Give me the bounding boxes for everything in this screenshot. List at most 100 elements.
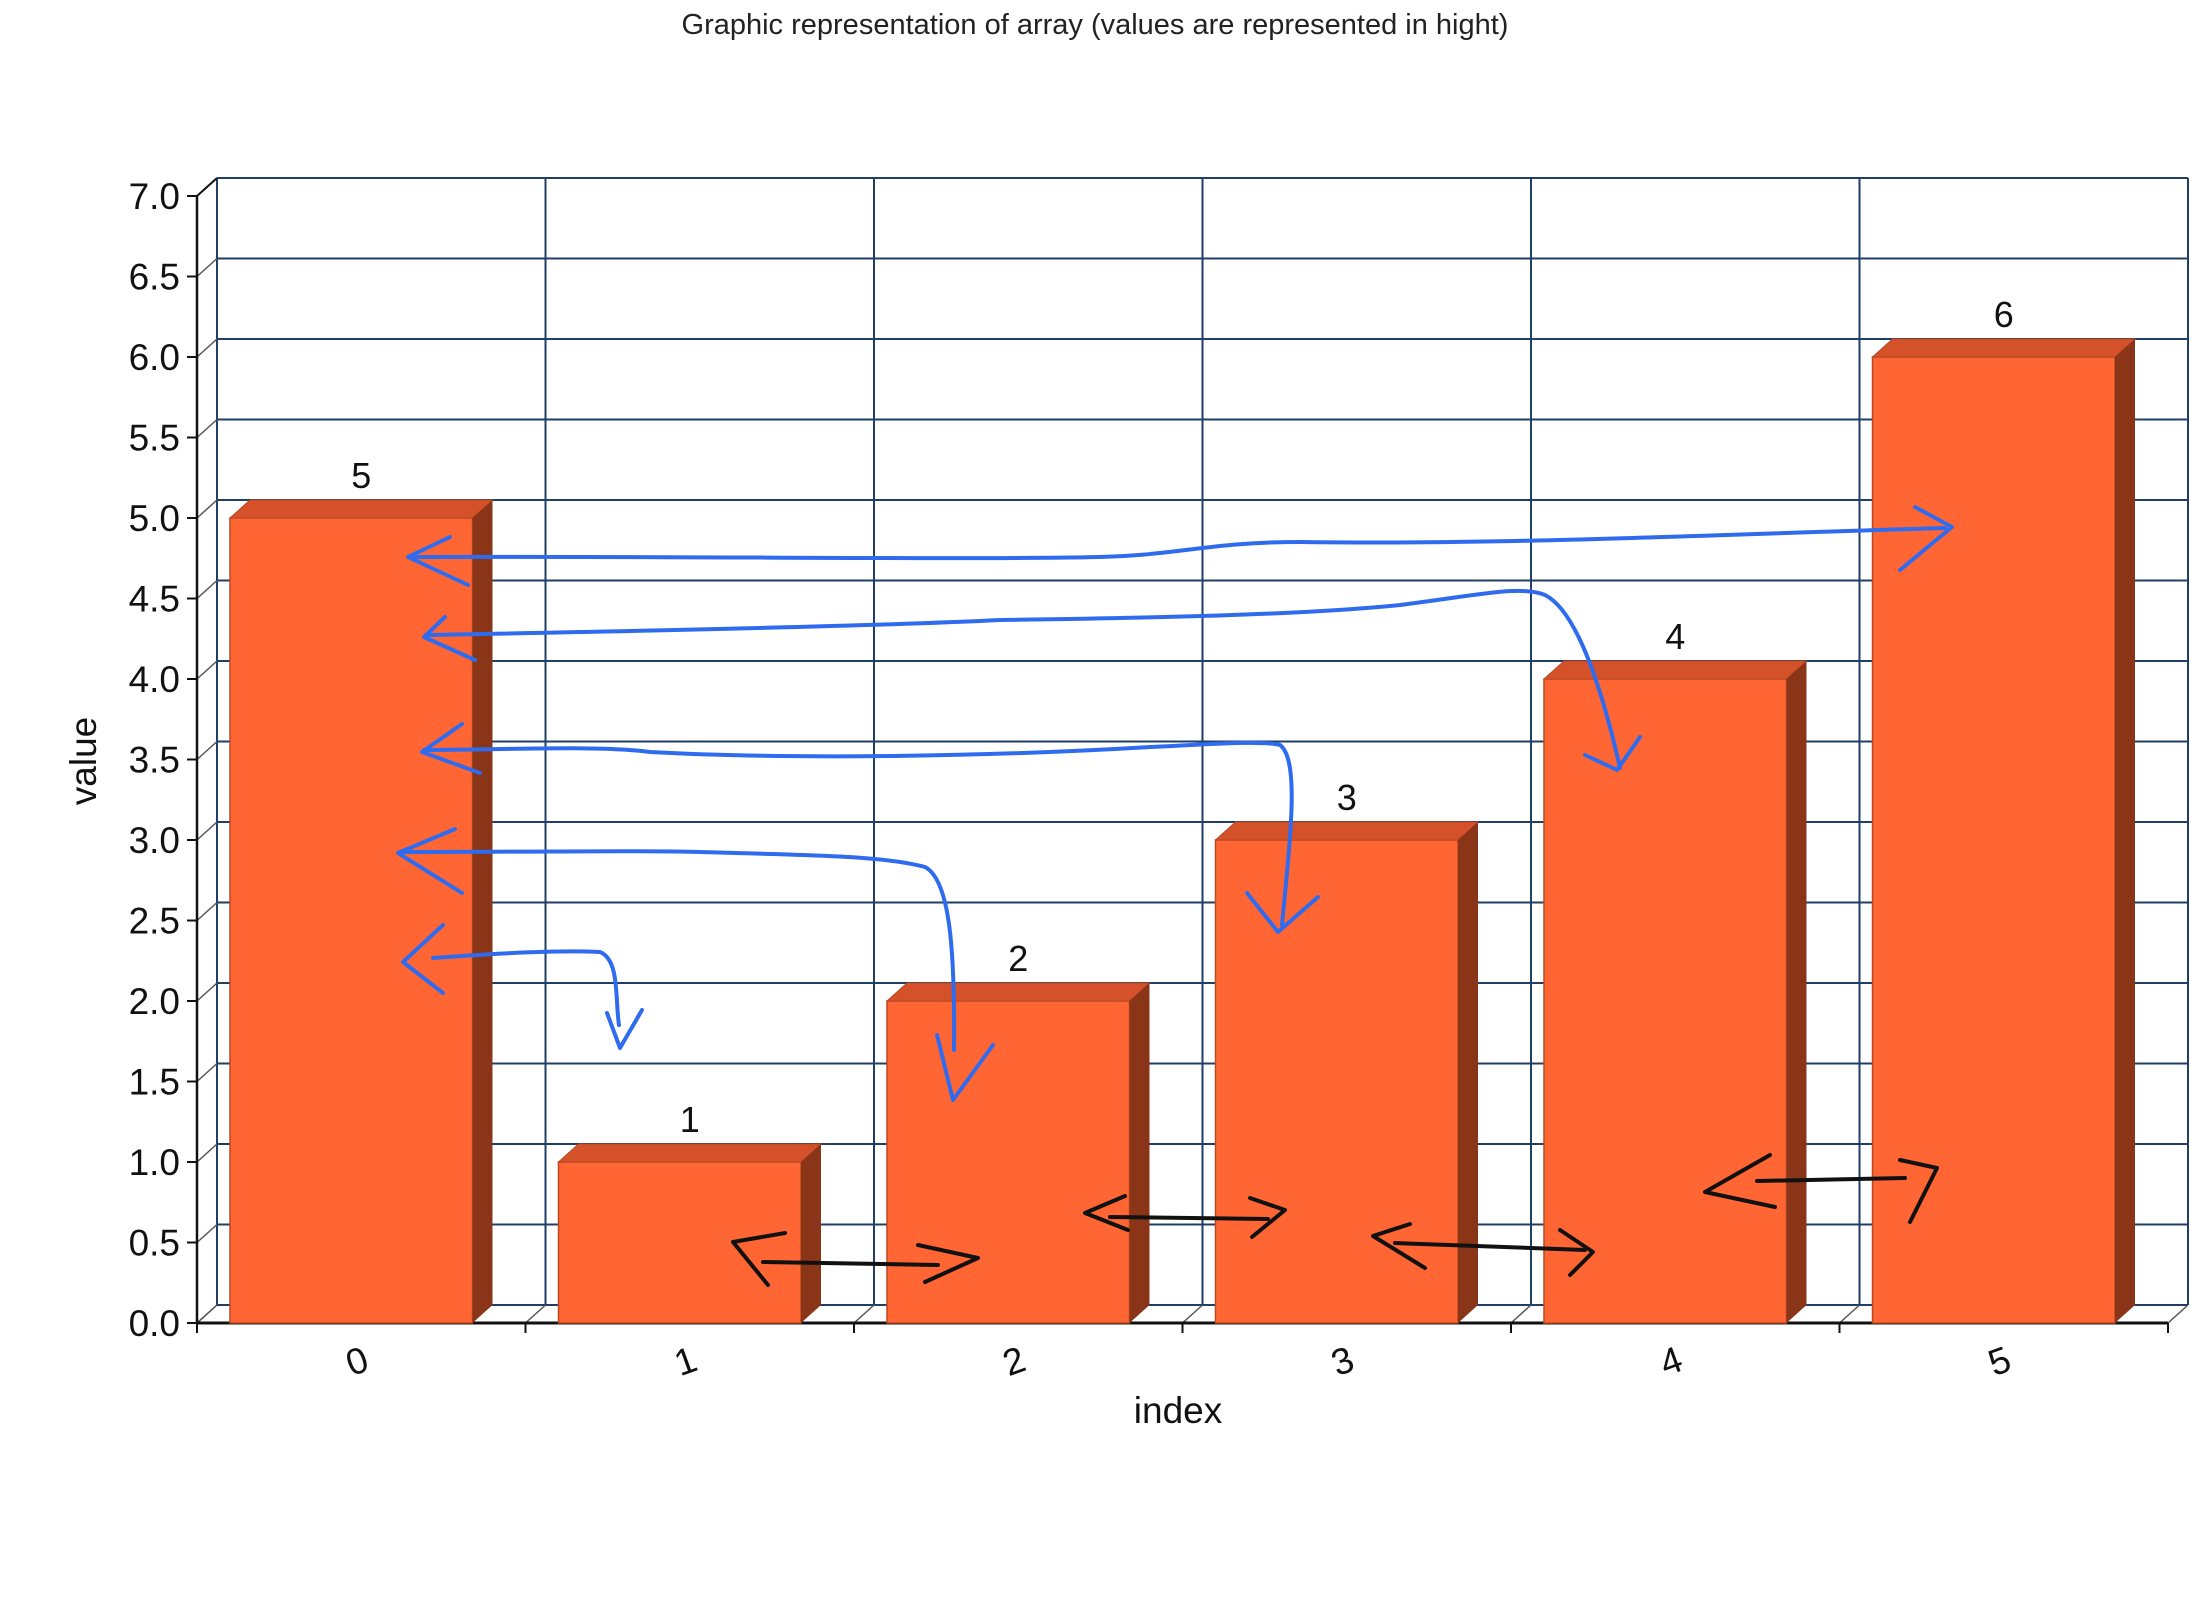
bar-side	[801, 1144, 821, 1323]
bar-front	[1871, 356, 2116, 1324]
y-tick-connector	[196, 418, 218, 439]
y-tick-connector	[196, 901, 218, 922]
y-tick-label: 3.5	[129, 740, 180, 781]
y-tick-connector	[196, 257, 218, 278]
blue-arrowhead-0-1-down	[605, 1008, 644, 1050]
y-tick-label: 0.5	[129, 1223, 180, 1264]
bar-front	[1214, 839, 1459, 1324]
bar-front	[886, 1000, 1131, 1324]
y-tick-connector	[196, 821, 218, 841]
bar-front	[1543, 678, 1788, 1324]
blue-arrow-0-5	[411, 526, 1947, 561]
axis-corner	[196, 177, 218, 197]
y-tick-labels: 0.0 0.5 1.0 1.5 2.0 2.5 3.0 3.5 4.0 4.5 5.0 5.5 6.0 6…	[129, 176, 180, 1344]
blue-arrowhead-0-4-left	[422, 615, 477, 662]
y-axis-label: value	[63, 717, 104, 805]
black-arrowhead-3-4-left	[1371, 1222, 1427, 1270]
x-tick-label: 3	[1326, 1338, 1359, 1384]
y-tick-label: 4.5	[129, 579, 180, 620]
bar-top	[1871, 338, 2137, 358]
y-tick-connector	[196, 740, 218, 761]
x-tick-label: 1	[669, 1338, 702, 1384]
axes	[187, 177, 2189, 1333]
y-tick-label: 5.5	[129, 418, 180, 459]
black-arrowhead-4-5-right	[1898, 1158, 1939, 1224]
x-tick-label: 0	[340, 1338, 373, 1384]
y-tick-label: 0.0	[129, 1303, 180, 1344]
bar	[228, 499, 494, 1324]
bar	[1542, 660, 1808, 1324]
data-label: 6	[1994, 294, 2014, 335]
x-tick-label: 2	[997, 1338, 1030, 1384]
bar	[1214, 821, 1480, 1324]
x-tick-label: 5	[1983, 1338, 2016, 1384]
y-tick-label: 4.0	[129, 659, 180, 700]
black-arrow-1-2	[761, 1260, 940, 1267]
y-tick-label: 7.0	[129, 176, 180, 217]
x-axis-label: index	[1134, 1390, 1223, 1431]
floor-connector	[524, 1304, 547, 1324]
bar-side	[1129, 983, 1150, 1323]
y-tick-label: 6.5	[129, 257, 180, 298]
bar-top	[885, 982, 1151, 1002]
y-tick-connector	[196, 982, 218, 1002]
black-arrowhead-1-2-left	[731, 1231, 787, 1287]
black-arrowhead-2-3-left	[1083, 1194, 1130, 1232]
y-tick-label: 1.0	[129, 1142, 180, 1183]
y-tick-label: 5.0	[129, 498, 180, 539]
bars	[228, 338, 2137, 1324]
x-tick-label: 4	[1654, 1338, 1687, 1384]
bar-front	[229, 517, 474, 1324]
y-tick-label: 2.0	[129, 981, 180, 1022]
blue-arrow-0-3	[422, 740, 1294, 927]
y-tick-connector	[196, 579, 218, 600]
y-tick-connector	[196, 660, 218, 680]
blue-arrowhead-0-3-left	[420, 722, 482, 775]
bar	[885, 982, 1151, 1324]
black-arrowhead-1-2-right	[916, 1243, 980, 1284]
data-label: 4	[1665, 616, 1685, 657]
bar	[557, 1143, 823, 1324]
black-arrowhead-2-3-right	[1248, 1196, 1287, 1239]
black-swap-arrows	[731, 1153, 1939, 1287]
blue-arrowhead-0-5-left	[406, 535, 470, 587]
bar-top	[1542, 660, 1808, 680]
black-arrowhead-3-4-right	[1558, 1228, 1595, 1277]
y-tick-connector	[196, 1143, 218, 1163]
bar-side	[1458, 822, 1478, 1323]
bar-top	[1214, 821, 1480, 841]
annotation-arrows	[396, 505, 1954, 1287]
bar-front	[557, 1161, 802, 1324]
x-tick-labels: 0 1 2 3 4 5	[340, 1338, 2016, 1384]
y-tick-connector	[196, 338, 218, 358]
blue-arrowhead-0-2-left	[396, 827, 464, 895]
black-arrow-3-4	[1393, 1241, 1587, 1252]
floor-connector	[2167, 1304, 2189, 1324]
bar-side	[2115, 339, 2135, 1323]
black-arrow-4-5	[1755, 1176, 1907, 1183]
bar-side	[472, 500, 493, 1323]
floor-connector	[196, 1304, 218, 1324]
y-tick-connector	[196, 499, 218, 519]
blue-arrowhead-0-3-down	[1245, 891, 1320, 934]
y-tick-label: 6.0	[129, 337, 180, 378]
blue-arrowhead-0-2-down	[935, 1033, 995, 1102]
blue-arrowhead-0-4-down	[1583, 735, 1642, 772]
blue-arrowhead-0-1-left	[401, 923, 445, 995]
y-tick-label: 3.0	[129, 820, 180, 861]
blue-arrow-0-1	[431, 949, 621, 1027]
bar	[1871, 338, 2137, 1324]
y-tick-connector	[196, 1062, 218, 1083]
bar-top	[228, 499, 494, 519]
y-tick-label: 2.5	[129, 901, 180, 942]
data-label: 3	[1337, 777, 1357, 818]
bar-top	[557, 1143, 823, 1163]
black-arrowhead-4-5-left	[1703, 1153, 1777, 1209]
data-label: 2	[1008, 938, 1028, 979]
bar-side	[1786, 661, 1807, 1323]
black-arrow-2-3	[1108, 1215, 1270, 1221]
chart-title: Graphic representation of array (values …	[682, 9, 1509, 41]
data-labels: 5 1 2 3 4 6	[351, 294, 2014, 1140]
floor-connector	[853, 1304, 875, 1324]
